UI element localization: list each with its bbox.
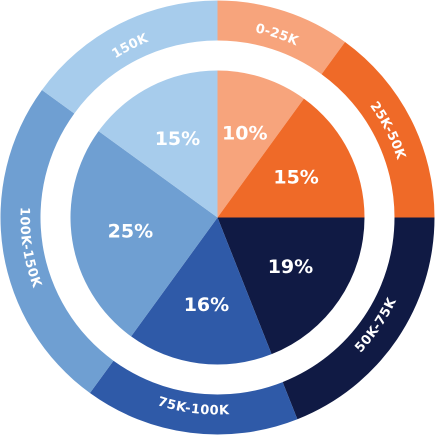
pie-label-150k: 15% [155,128,200,150]
inner-pie [70,70,365,365]
ring-segment-75k-100k [89,360,298,435]
pie-slice-50k-75k [217,217,365,355]
ring-segment-150k [41,0,218,114]
pie-slice-75k-100k [131,217,272,365]
pie-slice-0-25k [217,70,304,218]
pie-label-75k-100k: 16% [184,294,229,316]
ring-segment-50k-75k [282,217,435,420]
pie-label-25k-50k: 15% [273,166,318,188]
pie-label-0-25k: 10% [222,123,267,145]
pie-slice-150k [98,70,218,218]
pie-label-50k-75k: 19% [268,256,313,278]
pie-slice-25k-50k [217,98,365,218]
ring-segment-25k-50k [321,41,435,218]
ring-segment-100k-150k [0,89,114,394]
pie-label-100k-150k: 25% [108,220,153,242]
pie-labels: 10% 15% 19% 16% 25% 15% [108,123,319,316]
pie-slice-100k-150k [70,131,218,337]
ring-segment-0-25k [217,0,346,75]
